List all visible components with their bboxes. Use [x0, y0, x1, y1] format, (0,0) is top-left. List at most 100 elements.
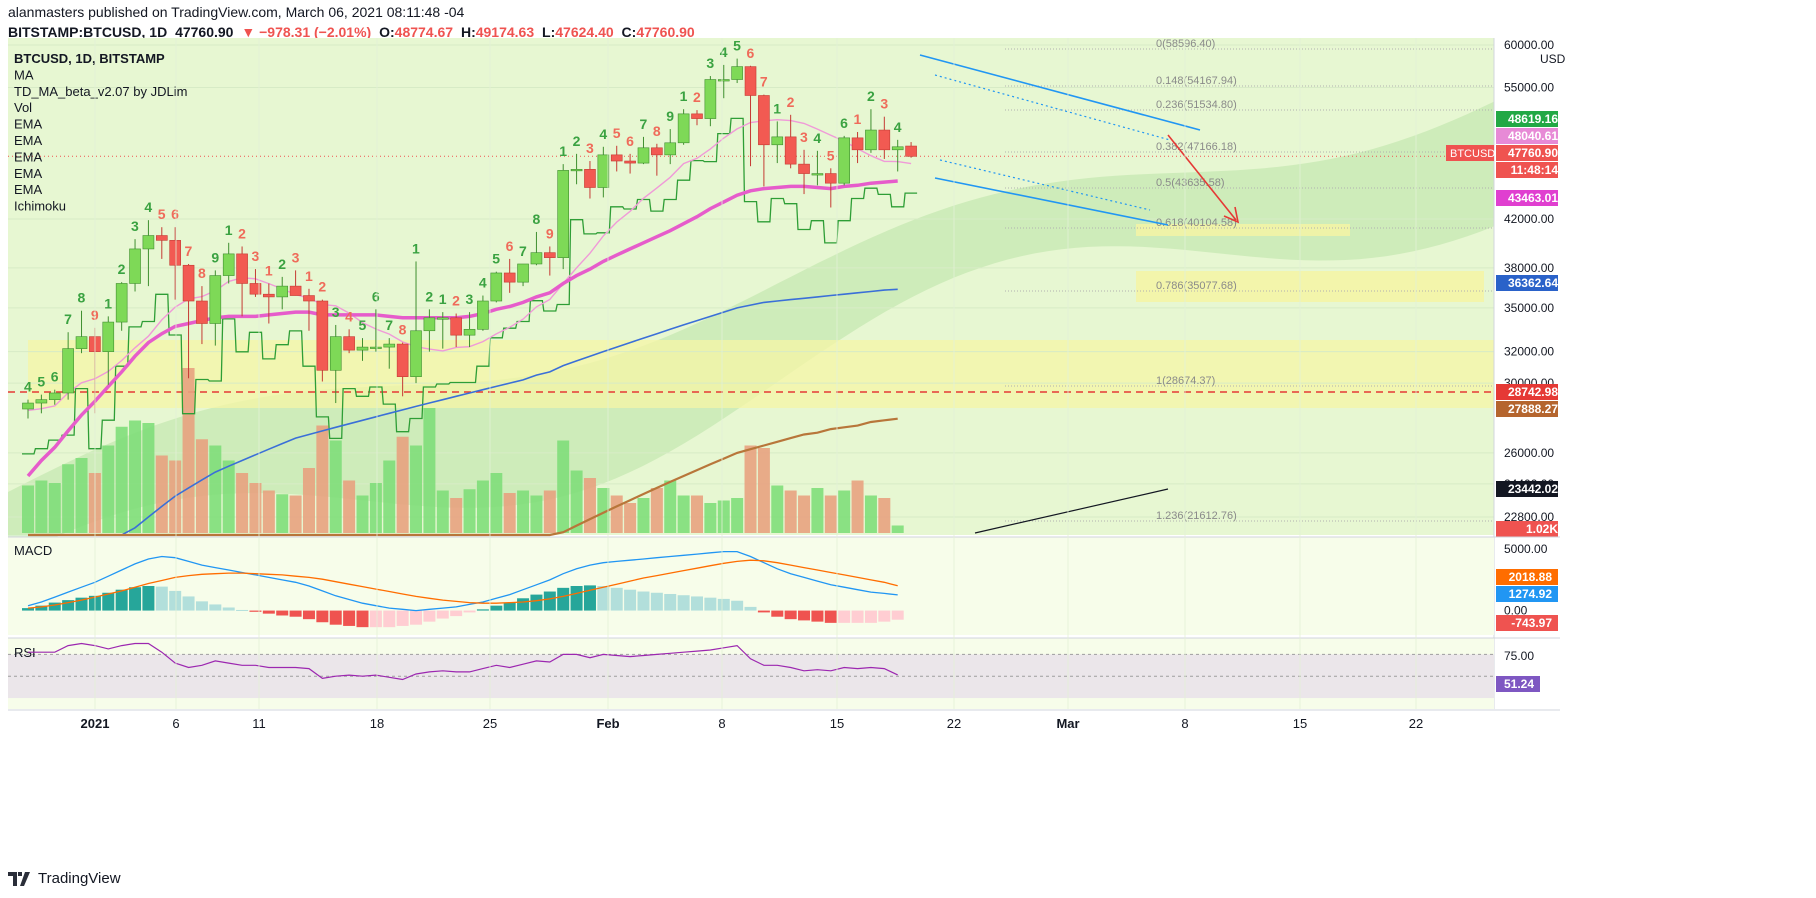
price-tag-bg	[1496, 190, 1558, 206]
candle-body	[102, 321, 115, 352]
td-count-label: 7	[64, 311, 72, 327]
candle-body	[490, 272, 503, 302]
macd-histogram-bar	[369, 610, 382, 628]
price-tag-label: 1.02K	[1526, 522, 1558, 536]
macd-histogram-bar	[302, 610, 315, 620]
price-tag-bg	[1496, 481, 1558, 497]
volume-bar	[717, 500, 730, 533]
fib-level-label: 0.148(54167.94)	[1156, 75, 1237, 87]
high-value: 49174.63	[475, 24, 535, 40]
td-count-label: 8	[78, 290, 86, 306]
volume-bar	[302, 468, 315, 533]
legend-item: EMA	[14, 182, 43, 197]
candle-body	[276, 285, 289, 298]
y-tick-label: 55000.00	[1504, 80, 1554, 94]
macd-line	[27, 550, 898, 612]
fib-level-label: 0.236(51534.80)	[1156, 99, 1237, 111]
volume-bar	[490, 473, 503, 533]
macd-histogram-bar	[22, 608, 34, 611]
candle-body	[410, 330, 422, 377]
legend-item: EMA	[14, 133, 43, 148]
x-tick-label: 8	[718, 716, 725, 731]
td-count-label: 6	[51, 369, 59, 385]
volume-bar	[757, 448, 770, 533]
td-count-label: 1	[225, 222, 233, 238]
macd-histogram-bar	[610, 587, 623, 611]
rsi-line	[28, 642, 898, 681]
td-count-label: 6	[171, 206, 179, 222]
macd-histogram-bar	[677, 595, 690, 611]
fib-level-label: 0.786(35077.68)	[1156, 280, 1237, 292]
td-count-label: 1	[104, 295, 112, 311]
price-tag-bg	[1496, 521, 1558, 537]
candle-body	[356, 346, 369, 351]
candle-body	[651, 147, 663, 156]
volume-bar	[824, 495, 837, 533]
candle-body	[610, 154, 623, 162]
td-count-label: 2	[118, 261, 126, 277]
volume-bar	[811, 488, 824, 533]
fib-level-label: 0(58596.40)	[1156, 38, 1215, 50]
volume-bar	[35, 480, 48, 533]
candle-body	[517, 263, 529, 283]
candle-body	[142, 235, 155, 250]
y-tick-label: 32000.00	[1504, 345, 1554, 359]
macd-histogram-bar	[436, 610, 449, 619]
candle-body	[463, 328, 476, 336]
volume-bar	[142, 423, 155, 533]
price-tag-symbol: BTCUSD	[1450, 148, 1495, 160]
macd-histogram-bar	[771, 610, 784, 617]
candle-body	[664, 142, 677, 156]
volume-bar	[543, 490, 556, 533]
td-count-label: 3	[880, 96, 888, 112]
legend-item: EMA	[14, 166, 43, 181]
candle-body	[597, 154, 610, 188]
volume-bar	[222, 460, 235, 533]
price-tag-label: 47760.90	[1508, 146, 1558, 160]
macd-title: MACD	[14, 543, 52, 558]
legend-item: BTCUSD, 1D, BITSTAMP	[14, 51, 165, 66]
td-count-label: 6	[840, 115, 848, 131]
candle-body	[343, 336, 355, 351]
volume-bar	[798, 495, 811, 533]
candle-body	[182, 264, 195, 302]
symbol-label: BITSTAMP:BTCUSD, 1D	[8, 24, 168, 40]
volume-bar	[436, 490, 449, 533]
td-step-line	[22, 117, 918, 455]
td-count-label: 1	[439, 291, 447, 307]
td-count-label: 5	[613, 125, 621, 141]
price-change: ▼ −978.31 (−2.01%)	[241, 24, 372, 40]
volume-bar	[209, 445, 222, 533]
td-count-label: 1	[854, 111, 862, 127]
tradingview-footer: TradingView	[8, 870, 121, 887]
volume-bar	[891, 525, 904, 533]
y-tick-label: 38000.00	[1504, 261, 1554, 275]
macd-histogram-bar	[222, 607, 235, 611]
macd-histogram-bar	[557, 587, 570, 611]
macd-histogram-bar	[276, 610, 289, 616]
y-tick-label: 26000.00	[1504, 446, 1554, 460]
ema-pink-line	[26, 179, 898, 478]
price-tag-label: 27888.27	[1508, 402, 1558, 416]
volume-bar	[677, 495, 690, 533]
macd-histogram-bar	[530, 594, 543, 611]
volume-bar	[22, 485, 34, 533]
td-count-label: 9	[666, 108, 674, 124]
candle-body	[811, 173, 824, 176]
macd-histogram-bar	[637, 591, 650, 611]
x-tick-label: 15	[1293, 716, 1307, 731]
td-count-label: 6	[372, 288, 380, 304]
td-count-label: 4	[345, 308, 353, 324]
candle-body	[289, 285, 302, 296]
open-value: 48774.67	[394, 24, 454, 40]
channel-mid-lower	[939, 159, 1151, 211]
macd-histogram-bar	[691, 596, 703, 611]
macd-value-bg	[1496, 586, 1558, 602]
candle-body	[878, 129, 891, 151]
channel-lower-line	[934, 177, 1169, 226]
volume-bar	[262, 490, 275, 533]
close-value: 47760.90	[636, 24, 695, 40]
macd-y-tick: 5000.00	[1504, 542, 1548, 556]
price-tag-label: 23442.02	[1508, 482, 1558, 496]
